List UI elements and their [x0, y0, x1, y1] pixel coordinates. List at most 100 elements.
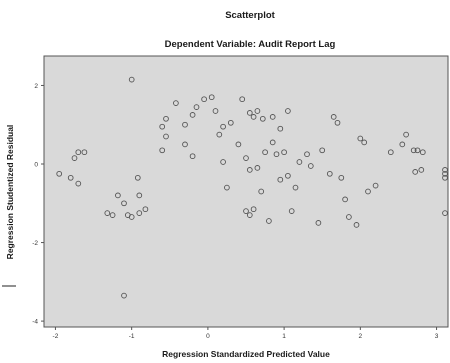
data-point [121, 200, 127, 207]
data-point [71, 155, 78, 161]
data-point [262, 149, 268, 156]
data-point [254, 165, 261, 171]
data-point [288, 208, 295, 214]
data-point [269, 114, 276, 120]
data-point [243, 155, 249, 161]
x-tick-label: -2 [53, 333, 59, 340]
data-point [201, 96, 207, 103]
data-point [281, 149, 287, 156]
data-point [307, 163, 314, 169]
data-point [136, 192, 143, 199]
data-point [361, 139, 368, 146]
data-point [220, 159, 226, 165]
data-point [338, 174, 345, 181]
data-point [403, 131, 409, 138]
y-tick-label: -4 [32, 319, 38, 326]
data-point [277, 176, 284, 183]
data-point [208, 94, 215, 101]
data-point [296, 159, 303, 165]
data-point [357, 135, 364, 142]
data-point [387, 149, 394, 156]
data-point [292, 184, 299, 191]
data-point [220, 123, 226, 130]
data-point [142, 206, 149, 213]
data-point [227, 119, 234, 126]
data-point [315, 220, 322, 226]
data-point [285, 108, 291, 114]
data-point [216, 131, 223, 138]
data-point [163, 115, 169, 122]
data-point [399, 141, 406, 148]
plot-area [43, 55, 449, 328]
x-tick-label: 0 [206, 333, 210, 340]
data-points [56, 76, 448, 299]
data-point [243, 208, 249, 214]
data-point [442, 170, 448, 177]
data-point [410, 147, 417, 154]
data-point [212, 108, 219, 114]
data-point [353, 222, 360, 228]
data-point [273, 151, 280, 158]
data-point [136, 210, 143, 216]
data-point [442, 167, 448, 173]
x-tick-label: 2 [359, 333, 363, 340]
data-point [285, 172, 291, 179]
data-point [121, 292, 127, 299]
data-point [56, 170, 63, 177]
data-point [182, 121, 188, 128]
data-point [75, 180, 82, 187]
data-point [414, 147, 421, 154]
data-point [442, 174, 448, 181]
data-point [128, 76, 135, 83]
data-point [304, 151, 310, 158]
data-point [246, 110, 253, 116]
data-point [326, 170, 333, 177]
data-point [189, 153, 196, 160]
data-point [442, 210, 448, 216]
data-point [266, 218, 272, 224]
data-point [189, 112, 196, 118]
data-point [75, 149, 82, 156]
data-point [258, 188, 265, 195]
y-tick-label: 2 [34, 83, 38, 90]
data-point [109, 212, 116, 218]
data-point [173, 100, 179, 106]
data-point [239, 96, 246, 103]
data-point [277, 125, 284, 132]
data-point [269, 139, 276, 146]
data-point [418, 167, 425, 173]
data-point [250, 114, 257, 120]
data-point [246, 212, 253, 218]
x-tick-label: 1 [282, 333, 286, 340]
data-point [224, 184, 230, 191]
x-tick-label: 3 [435, 333, 439, 340]
data-point [235, 141, 242, 148]
data-point [246, 167, 253, 173]
chart-title: Scatterplot [225, 10, 275, 21]
data-point [67, 174, 74, 181]
data-point [128, 214, 135, 220]
data-point [412, 169, 419, 175]
chart-subtitle: Dependent Variable: Audit Report Lag [165, 39, 336, 50]
data-point [250, 206, 257, 213]
data-point [372, 182, 379, 189]
data-point [163, 133, 169, 140]
data-point [115, 192, 121, 199]
data-point [193, 104, 200, 110]
data-point [254, 108, 261, 114]
data-point [159, 147, 166, 154]
data-point [159, 123, 166, 130]
x-tick-label: -1 [129, 333, 135, 340]
y-tick-label: -2 [32, 240, 38, 247]
data-point [81, 149, 88, 156]
x-axis-label: Regression Standardized Predicted Value [162, 349, 330, 359]
data-point [319, 147, 326, 154]
data-point [330, 114, 337, 120]
data-point [346, 214, 352, 220]
data-point [342, 196, 348, 203]
data-point [419, 149, 426, 156]
data-point [365, 188, 371, 195]
data-point [104, 210, 111, 216]
data-point [134, 174, 141, 181]
